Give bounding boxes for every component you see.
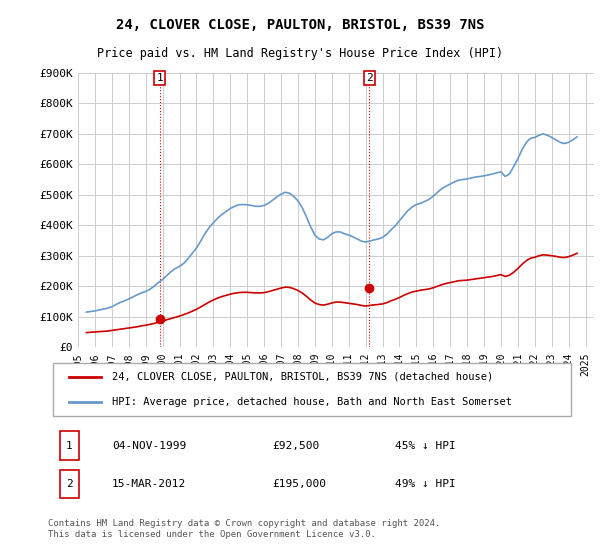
Text: 15-MAR-2012: 15-MAR-2012 (112, 479, 187, 489)
Text: 45% ↓ HPI: 45% ↓ HPI (395, 441, 456, 451)
FancyBboxPatch shape (60, 431, 79, 460)
Text: Price paid vs. HM Land Registry's House Price Index (HPI): Price paid vs. HM Land Registry's House … (97, 48, 503, 60)
Text: 49% ↓ HPI: 49% ↓ HPI (395, 479, 456, 489)
Text: 04-NOV-1999: 04-NOV-1999 (112, 441, 187, 451)
Text: HPI: Average price, detached house, Bath and North East Somerset: HPI: Average price, detached house, Bath… (112, 396, 512, 407)
Text: 1: 1 (157, 73, 163, 83)
Text: 24, CLOVER CLOSE, PAULTON, BRISTOL, BS39 7NS: 24, CLOVER CLOSE, PAULTON, BRISTOL, BS39… (116, 18, 484, 32)
Text: 24, CLOVER CLOSE, PAULTON, BRISTOL, BS39 7NS (detached house): 24, CLOVER CLOSE, PAULTON, BRISTOL, BS39… (112, 372, 493, 382)
Text: Contains HM Land Registry data © Crown copyright and database right 2024.
This d: Contains HM Land Registry data © Crown c… (48, 519, 440, 539)
Text: 2: 2 (66, 479, 73, 489)
Text: 1: 1 (66, 441, 73, 451)
FancyBboxPatch shape (53, 363, 571, 416)
Text: £195,000: £195,000 (272, 479, 326, 489)
FancyBboxPatch shape (60, 469, 79, 498)
Text: £92,500: £92,500 (272, 441, 320, 451)
Text: 2: 2 (366, 73, 373, 83)
